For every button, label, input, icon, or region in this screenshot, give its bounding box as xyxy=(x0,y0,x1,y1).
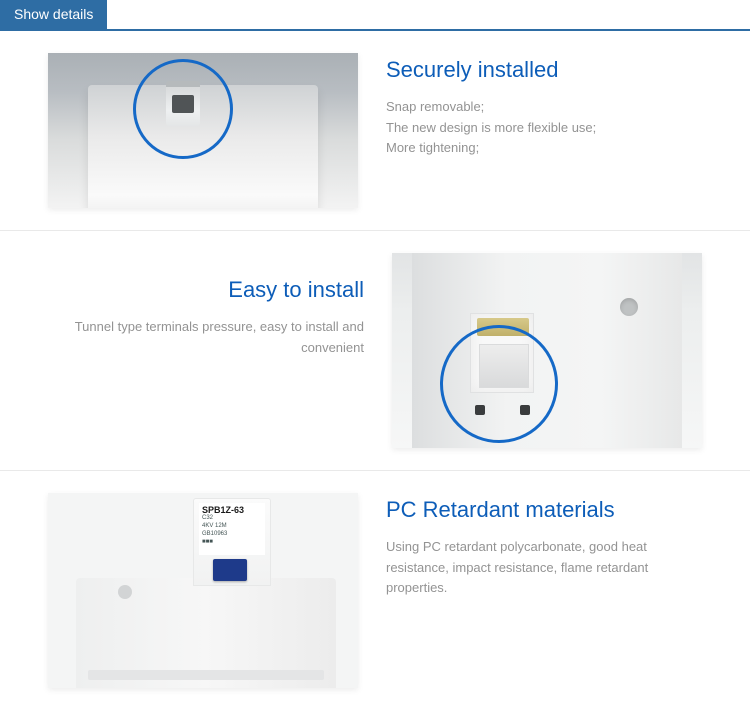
feature-title: PC Retardant materials xyxy=(386,497,702,523)
feature-row-3: SPB1Z-63 C324KV 12MGB10963■■■ PC Retarda… xyxy=(0,471,750,710)
feature-title: Securely installed xyxy=(386,57,702,83)
header-bar: Show details xyxy=(0,0,750,31)
product-image-1 xyxy=(48,53,358,208)
breaker-switch xyxy=(213,559,247,581)
header-tab: Show details xyxy=(0,0,107,29)
feature-description: Snap removable; The new design is more f… xyxy=(386,97,702,159)
product-image-3: SPB1Z-63 C324KV 12MGB10963■■■ xyxy=(48,493,358,688)
highlight-ring-icon xyxy=(440,325,558,443)
product-label: SPB1Z-63 C324KV 12MGB10963■■■ xyxy=(199,503,265,555)
feature-row-2: Easy to install Tunnel type terminals pr… xyxy=(0,231,750,471)
feature-title: Easy to install xyxy=(48,277,364,303)
feature-text-3: PC Retardant materials Using PC retardan… xyxy=(358,493,702,688)
feature-text-1: Securely installed Snap removable; The n… xyxy=(358,53,702,208)
product-image-2 xyxy=(392,253,702,448)
highlight-ring-icon xyxy=(133,59,233,159)
feature-row-1: Securely installed Snap removable; The n… xyxy=(0,31,750,231)
feature-text-2: Easy to install Tunnel type terminals pr… xyxy=(48,253,392,448)
feature-description: Using PC retardant polycarbonate, good h… xyxy=(386,537,702,599)
feature-description: Tunnel type terminals pressure, easy to … xyxy=(48,317,364,359)
